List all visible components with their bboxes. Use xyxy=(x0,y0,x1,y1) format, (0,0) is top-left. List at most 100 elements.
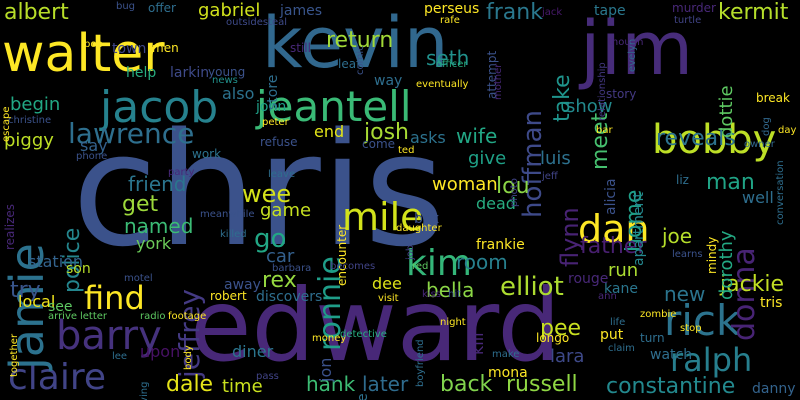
word-break: break xyxy=(756,91,790,105)
word-evelyn: evelyn xyxy=(627,39,638,73)
word-lou: lou xyxy=(496,174,530,199)
word-together: together xyxy=(9,334,20,378)
word-rex: rex xyxy=(262,268,297,293)
word-upon: upon xyxy=(140,342,181,361)
word-ralph: ralph xyxy=(670,341,753,379)
word-ann: ann xyxy=(598,291,617,302)
word-time: time xyxy=(222,376,263,397)
word-kermit: kermit xyxy=(718,0,789,25)
word-christine: christine xyxy=(8,115,52,126)
word-leave: leave xyxy=(268,169,296,180)
word-offer: offer xyxy=(148,1,176,15)
word-rick: rick xyxy=(664,296,741,345)
word-motel: motel xyxy=(124,273,153,284)
word-find: find xyxy=(84,279,145,317)
word-also: also xyxy=(222,84,255,103)
word-frankie: frankie xyxy=(476,237,525,253)
word-run: run xyxy=(608,260,639,281)
word-say: say xyxy=(80,136,108,155)
word-eventually: eventually xyxy=(416,79,469,90)
word-russell: russell xyxy=(506,372,578,397)
word-apartment: apartment xyxy=(631,192,647,267)
word-watch: watch xyxy=(650,347,693,363)
word-jacob: jacob xyxy=(100,82,219,133)
word-red: red xyxy=(412,261,429,272)
word-help: help xyxy=(126,65,157,81)
word-show: show xyxy=(566,96,613,117)
word-york: york xyxy=(136,234,172,253)
word-visit: visit xyxy=(378,293,399,304)
word-leaving: leaving xyxy=(139,381,150,400)
word-lawrence: lawrence xyxy=(68,117,195,150)
word-zombie: zombie xyxy=(640,309,677,320)
word-bobby: bobby xyxy=(652,117,777,163)
word-officer: officer xyxy=(436,59,468,70)
word-refuse: refuse xyxy=(260,135,298,149)
word-john: john xyxy=(256,99,287,115)
word-lara: lara xyxy=(550,346,585,367)
word-walter: walter xyxy=(2,24,165,84)
word-town: town xyxy=(112,41,147,57)
word-killed: killed xyxy=(220,229,247,240)
word-station: station xyxy=(28,252,84,271)
word-local: local xyxy=(18,292,56,311)
word-edward: edward xyxy=(190,267,561,384)
word-murder: murder xyxy=(672,1,716,15)
word-arrive: arrive xyxy=(48,311,78,322)
word-get: get xyxy=(122,192,159,217)
word-robert: robert xyxy=(210,289,247,303)
word-job: job xyxy=(405,244,416,261)
word-give: give xyxy=(468,148,507,169)
word-work: work xyxy=(192,147,222,161)
word-dog: dog xyxy=(761,117,772,137)
word-day: day xyxy=(778,125,797,136)
word-discovers: discovers xyxy=(256,289,323,305)
word-well: well xyxy=(742,188,774,207)
word-dorothy: dorothy xyxy=(716,230,737,301)
word-jim: jim xyxy=(580,6,694,92)
word-go: go xyxy=(254,224,287,254)
word-return: return xyxy=(326,28,394,53)
word-learns: learns xyxy=(672,249,703,260)
word-money: money xyxy=(312,333,347,344)
word-game: game xyxy=(260,200,312,221)
word-away: away xyxy=(224,277,261,293)
word-store: store xyxy=(265,74,281,110)
word-night: night xyxy=(440,317,466,328)
word-pee: pee xyxy=(540,316,582,341)
word-wife: wife xyxy=(456,124,498,148)
word-rafe: rafe xyxy=(440,15,460,26)
word-barbara: barbara xyxy=(272,263,312,274)
word-escape: escape xyxy=(1,106,12,143)
word-bella: bella xyxy=(426,278,475,302)
word-pass: pass xyxy=(256,371,279,382)
word-come: come xyxy=(362,137,396,151)
word-make: make xyxy=(492,349,520,360)
word-comic: comic xyxy=(355,45,366,75)
word-men: men xyxy=(152,41,179,55)
word-end: end xyxy=(314,122,345,141)
word-josh: josh xyxy=(364,120,409,145)
word-hank: hank xyxy=(306,372,356,396)
word-frank: frank xyxy=(486,0,543,25)
word-liz: liz xyxy=(676,173,689,187)
word-joe: joe xyxy=(662,224,693,248)
word-ted: ted xyxy=(398,145,415,156)
word-dee: dee xyxy=(372,274,402,293)
word-tape: tape xyxy=(594,3,626,19)
word-dale: dale xyxy=(166,372,214,397)
word-room: room xyxy=(456,250,508,274)
word-alicia: alicia xyxy=(603,178,619,216)
word-phone: phone xyxy=(76,151,108,162)
word-kill: kill xyxy=(468,331,487,355)
word-friend: friend xyxy=(128,172,187,196)
word-try: try xyxy=(10,278,41,303)
word-son: son xyxy=(66,261,91,277)
word-story: story xyxy=(606,87,637,101)
word-hit: hit xyxy=(448,289,462,300)
word-new: new xyxy=(664,282,706,306)
word-named: named xyxy=(124,214,194,238)
word-piggy: piggy xyxy=(4,130,54,151)
word-though: though xyxy=(608,37,644,48)
